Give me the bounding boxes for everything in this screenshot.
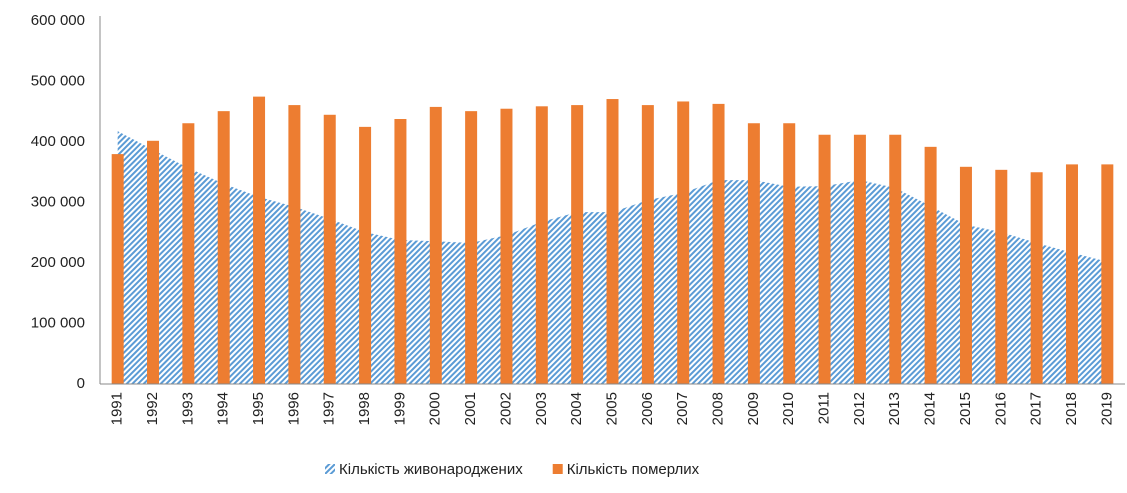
x-tick-label: 2014 — [922, 392, 939, 425]
x-tick-label: 2000 — [427, 392, 444, 425]
x-tick-label: 1993 — [179, 392, 196, 425]
x-tick-label: 2007 — [674, 392, 691, 425]
y-tick-label: 500 000 — [31, 72, 85, 89]
legend-item: Кількість живонароджених — [325, 461, 523, 478]
x-tick-label: 2011 — [816, 392, 833, 424]
x-tick-label: 1998 — [356, 392, 373, 425]
x-tick-label: 2008 — [710, 392, 727, 425]
x-tick-label: 2019 — [1098, 392, 1115, 425]
bar — [1101, 164, 1114, 384]
x-tick-label: 1992 — [144, 392, 161, 425]
y-tick-label: 300 000 — [31, 193, 85, 210]
x-tick-label: 2012 — [851, 392, 868, 425]
bar — [253, 96, 266, 384]
bar — [288, 105, 301, 384]
bar — [995, 169, 1008, 384]
bar — [747, 123, 760, 385]
bar — [182, 123, 195, 385]
bar — [394, 119, 407, 384]
x-tick-label: 2003 — [533, 392, 550, 425]
x-tick-label: 2005 — [603, 392, 620, 425]
x-tick-label: 2006 — [639, 392, 656, 425]
bar — [429, 106, 442, 384]
bar — [818, 134, 831, 384]
bar — [323, 114, 336, 385]
x-tick-label: 1999 — [391, 392, 408, 425]
bar — [147, 140, 160, 384]
bar — [606, 99, 619, 385]
y-tick-label: 200 000 — [31, 254, 85, 271]
x-tick-label: 2010 — [780, 392, 797, 425]
legend-label: Кількість живонароджених — [339, 461, 523, 478]
bar — [217, 111, 230, 385]
x-tick-label: 2002 — [497, 392, 514, 425]
legend-label: Кількість померлих — [567, 461, 700, 478]
legend-swatch — [325, 464, 335, 474]
y-tick-label: 600 000 — [31, 12, 85, 29]
bar — [677, 101, 690, 384]
bar — [641, 105, 654, 384]
x-tick-label: 2016 — [992, 392, 1009, 425]
bar — [889, 134, 902, 384]
x-tick-label: 1997 — [321, 392, 338, 425]
bar — [1065, 164, 1078, 384]
bar — [465, 111, 478, 385]
bar — [783, 123, 796, 385]
bar — [535, 106, 548, 385]
x-tick-label: 2013 — [886, 392, 903, 425]
legend-swatch — [552, 464, 563, 474]
bar — [571, 105, 584, 384]
y-tick-label: 400 000 — [31, 133, 85, 150]
x-tick-label: 1996 — [285, 392, 302, 425]
bar — [853, 134, 866, 384]
bar — [111, 154, 124, 384]
x-tick-label: 2015 — [957, 392, 974, 425]
x-tick-label: 2017 — [1028, 392, 1045, 425]
bar — [924, 146, 937, 384]
y-tick-label: 0 — [77, 375, 85, 392]
legend-item: Кількість померлих — [552, 461, 700, 478]
x-tick-label: 1991 — [109, 392, 126, 425]
x-tick-label: 2001 — [462, 392, 479, 425]
bar — [500, 108, 513, 384]
bar — [359, 126, 372, 384]
bar — [712, 103, 725, 384]
x-tick-label: 2018 — [1063, 392, 1080, 425]
x-tick-label: 2009 — [745, 392, 762, 425]
x-tick-label: 1995 — [250, 392, 267, 425]
x-tick-label: 1994 — [215, 392, 232, 425]
x-tick-label: 2004 — [568, 392, 585, 425]
y-tick-label: 100 000 — [31, 314, 85, 331]
bar — [1030, 172, 1043, 384]
bar — [959, 166, 972, 384]
